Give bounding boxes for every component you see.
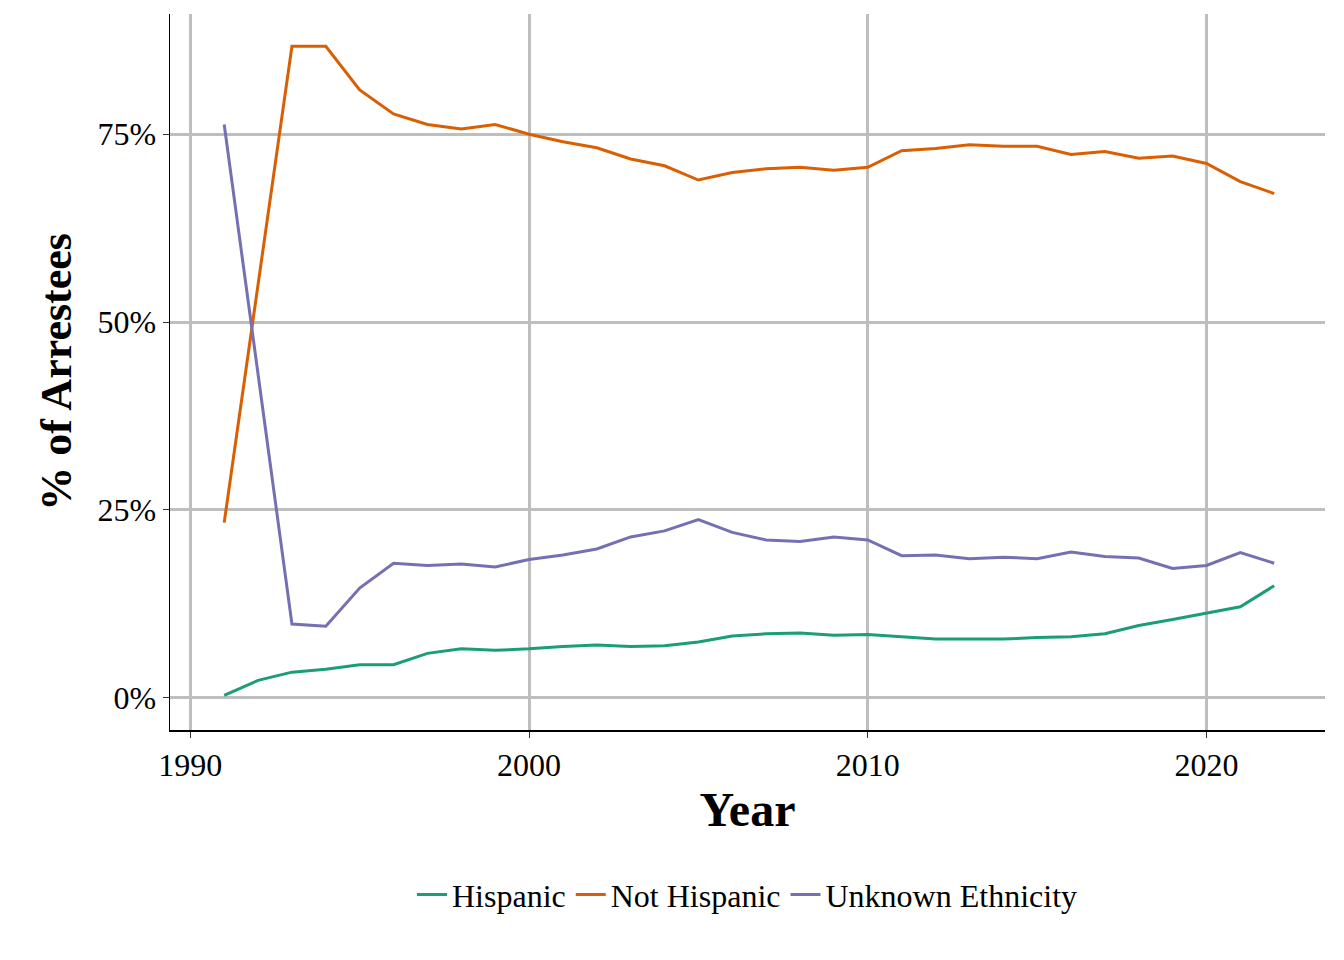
svg-text:1990: 1990 [158,747,222,783]
svg-text:Unknown Ethnicity: Unknown Ethnicity [826,878,1078,914]
svg-text:2010: 2010 [836,747,900,783]
svg-text:% of Arrestees: % of Arrestees [32,233,81,511]
svg-text:75%: 75% [97,116,156,152]
svg-text:Not Hispanic: Not Hispanic [611,878,781,914]
svg-text:0%: 0% [113,680,156,716]
svg-text:2000: 2000 [497,747,561,783]
svg-text:25%: 25% [97,492,156,528]
svg-text:Year: Year [700,783,796,836]
svg-text:50%: 50% [97,304,156,340]
svg-text:Hispanic: Hispanic [452,878,566,914]
svg-text:2020: 2020 [1174,747,1238,783]
